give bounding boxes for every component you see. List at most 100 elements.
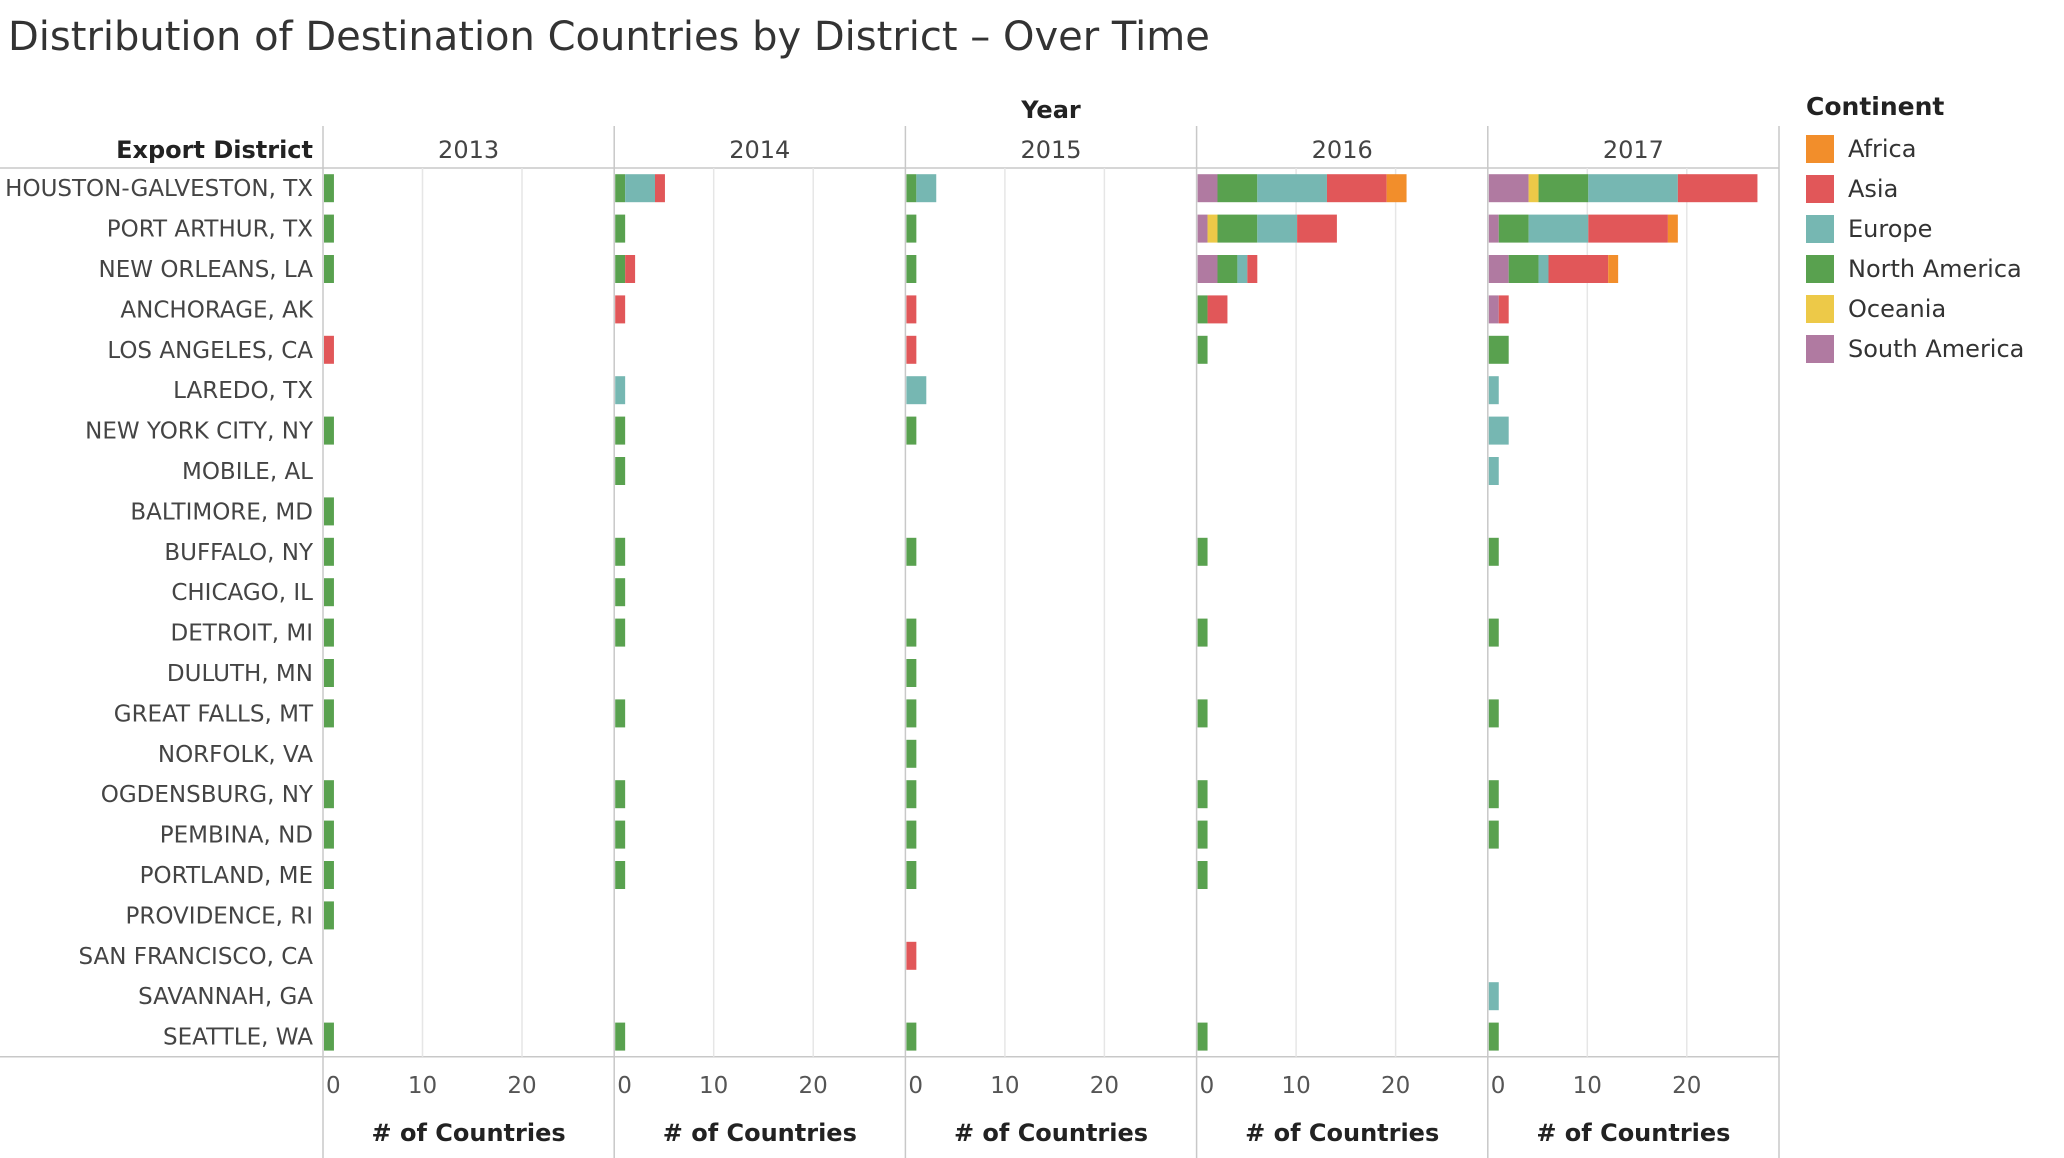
legend-swatch xyxy=(1806,295,1834,323)
x-tick-label: 10 xyxy=(990,1073,1019,1099)
bar-segment xyxy=(1488,416,1509,445)
bar-segment xyxy=(1207,214,1218,243)
bar-segment xyxy=(324,699,334,728)
bar-segment xyxy=(1488,1022,1499,1051)
legend: Continent Africa Asia Europe North America O… xyxy=(1806,92,2024,369)
bar-segment xyxy=(324,255,334,283)
bar-segment xyxy=(1488,457,1499,485)
district-label: NORFOLK, VA xyxy=(158,742,313,768)
x-axis-title: # of Countries xyxy=(1245,1119,1439,1147)
district-label: NEW YORK CITY, NY xyxy=(85,419,314,445)
bar-segment xyxy=(324,578,334,607)
bar-segment xyxy=(1588,214,1668,243)
bar-segment xyxy=(906,699,917,728)
district-label: BALTIMORE, MD xyxy=(130,499,313,525)
bar-segment xyxy=(1538,255,1549,283)
legend-item[interactable]: Asia xyxy=(1806,169,2024,209)
district-label: PORTLAND, ME xyxy=(140,863,313,889)
year-label: 2015 xyxy=(1020,136,1081,164)
x-tick-label: 20 xyxy=(1381,1073,1410,1099)
legend-label: Asia xyxy=(1848,175,1899,203)
legend-swatch xyxy=(1806,255,1834,283)
bar-segment xyxy=(615,861,626,889)
legend-item[interactable]: Europe xyxy=(1806,209,2024,249)
bar-segment xyxy=(1257,174,1327,203)
bar-segment xyxy=(906,941,917,970)
bar-segment xyxy=(1386,174,1407,203)
bar-segment xyxy=(906,1022,917,1051)
district-label: PEMBINA, ND xyxy=(160,823,313,849)
legend-item[interactable]: North America xyxy=(1806,249,2024,289)
bar-segment xyxy=(1488,537,1499,566)
bar-segment xyxy=(906,255,917,283)
district-label: PORT ARTHUR, TX xyxy=(107,217,314,243)
x-tick-label: 10 xyxy=(1281,1073,1310,1099)
bar-segment xyxy=(1247,255,1258,283)
legend-label: Europe xyxy=(1848,215,1933,243)
bar-segment xyxy=(906,335,917,364)
bar-segment xyxy=(1207,295,1228,324)
bar-segment xyxy=(615,537,626,566)
bar-segment xyxy=(1488,982,1499,1011)
bar-segment xyxy=(906,416,917,445)
bar-segment xyxy=(1257,214,1298,243)
bar-segment xyxy=(906,861,917,889)
x-tick-label: 0 xyxy=(908,1073,923,1099)
legend-label: North America xyxy=(1848,255,2022,283)
district-label: ANCHORAGE, AK xyxy=(120,297,313,323)
bar-segment xyxy=(324,537,334,566)
bar-segment xyxy=(324,497,334,526)
bar-segment xyxy=(615,174,626,203)
year-label: 2014 xyxy=(729,136,790,164)
bar-segment xyxy=(615,376,626,405)
bar-segment xyxy=(906,820,917,849)
legend-title: Continent xyxy=(1806,92,1945,121)
column-header: Year xyxy=(1020,96,1081,124)
district-label: NEW ORLEANS, LA xyxy=(99,257,314,283)
bar-segment xyxy=(1197,335,1208,364)
district-label: SAVANNAH, GA xyxy=(138,984,313,1010)
legend-item[interactable]: Africa xyxy=(1806,129,2024,169)
bar-segment xyxy=(1488,376,1499,405)
bar-segment xyxy=(615,618,626,647)
bar-segment xyxy=(324,901,334,930)
x-tick-label: 20 xyxy=(1672,1073,1701,1099)
bar-segment xyxy=(1237,255,1248,283)
x-axis-title: # of Countries xyxy=(1536,1119,1730,1147)
bar-segment xyxy=(655,174,665,203)
bar-segment xyxy=(615,416,626,445)
bar-segment xyxy=(324,214,334,243)
bar-segment xyxy=(324,861,334,889)
district-label: DETROIT, MI xyxy=(171,621,313,647)
bar-segment xyxy=(1297,214,1337,243)
bar-segment xyxy=(1488,255,1509,283)
bar-segment xyxy=(615,457,626,485)
bar-segment xyxy=(1197,820,1208,849)
bar-segment xyxy=(1508,255,1539,283)
legend-item[interactable]: Oceania xyxy=(1806,289,2024,329)
bar-segment xyxy=(906,659,917,687)
bar-segment xyxy=(615,255,626,283)
bar-segment xyxy=(1217,174,1258,203)
x-tick-label: 20 xyxy=(799,1073,828,1099)
district-label: SAN FRANCISCO, CA xyxy=(78,944,313,970)
district-label: GREAT FALLS, MT xyxy=(114,701,314,727)
bar-segment xyxy=(324,1022,334,1051)
bar-segment xyxy=(1197,214,1208,243)
legend-item[interactable]: South America xyxy=(1806,329,2024,369)
bar-segment xyxy=(906,376,927,405)
bar-segment xyxy=(1197,618,1208,647)
bar-segment xyxy=(906,618,917,647)
bar-segment xyxy=(906,295,917,324)
bar-segment xyxy=(1197,295,1208,324)
bar-segment xyxy=(1488,618,1499,647)
legend-swatch xyxy=(1806,175,1834,203)
bar-segment xyxy=(615,1022,626,1051)
district-label: MOBILE, AL xyxy=(182,459,313,485)
legend-items: Africa Asia Europe North America Oceania Sout… xyxy=(1806,129,2024,369)
x-axis-title: # of Countries xyxy=(372,1119,566,1147)
x-tick-label: 10 xyxy=(408,1073,437,1099)
district-label: OGDENSBURG, NY xyxy=(101,782,314,808)
bar-segment xyxy=(615,780,626,809)
bar-segment xyxy=(1528,174,1539,203)
